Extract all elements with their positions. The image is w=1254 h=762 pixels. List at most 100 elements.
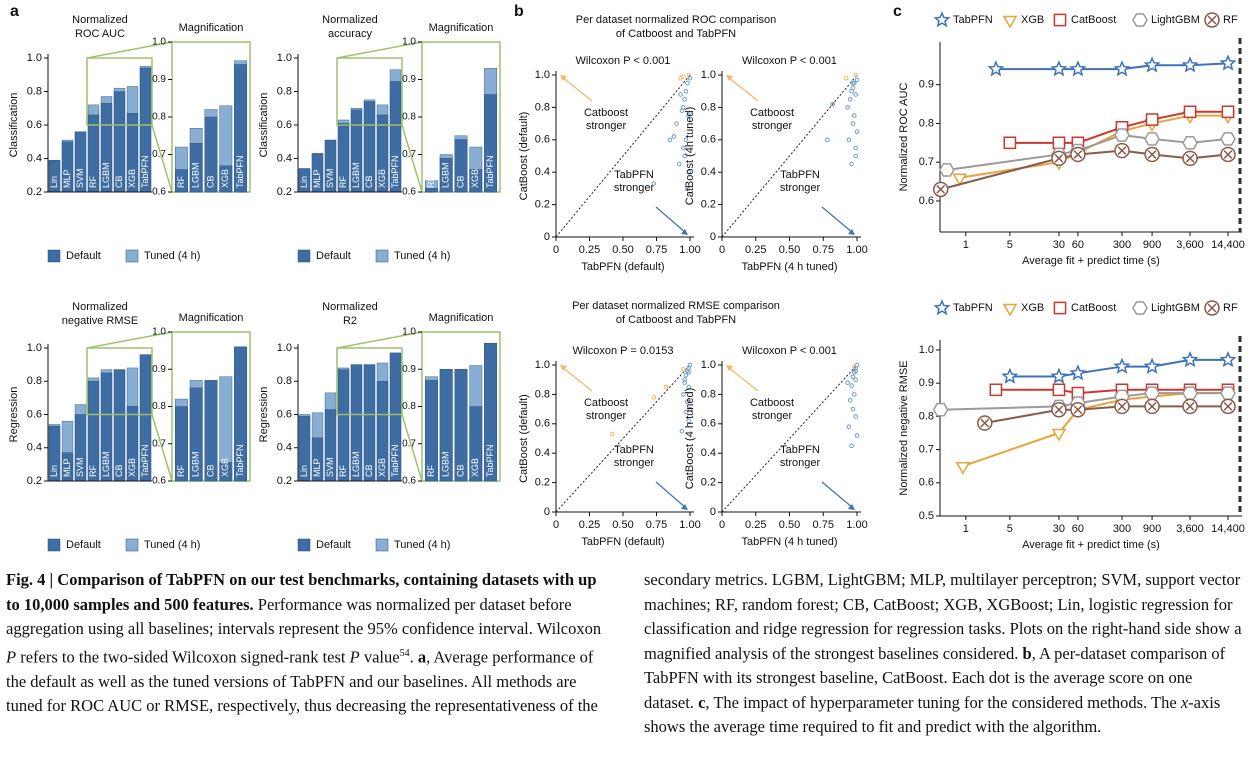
series-marker xyxy=(1221,105,1235,119)
x-tick-label: 0.25 xyxy=(579,519,600,531)
arrow-head xyxy=(560,75,567,81)
y-tick-label: 0.8 xyxy=(701,388,716,400)
y-tick-label: 0.6 xyxy=(277,119,292,131)
category-label: RF xyxy=(88,465,98,477)
y-tick-label: 0.4 xyxy=(701,447,716,459)
y-axis-label: CatBoost (default) xyxy=(518,394,530,483)
region-label: Catboost xyxy=(750,397,794,409)
data-point xyxy=(853,92,858,97)
y-tick-label: 0.7 xyxy=(152,438,166,449)
series-marker xyxy=(1052,136,1066,150)
y-tick-label: 0.8 xyxy=(152,112,166,123)
category-label: XGB xyxy=(220,458,230,477)
bar-default xyxy=(234,346,248,482)
y-tick-label: 0.2 xyxy=(27,475,42,487)
data-point xyxy=(849,443,854,449)
category-label: CB xyxy=(364,464,374,477)
y-tick-label: 0.8 xyxy=(535,101,550,113)
category-label: Lin xyxy=(299,465,309,477)
y-tick-label: 1.0 xyxy=(402,327,416,338)
arrow-head xyxy=(848,229,855,235)
legend-label: CatBoost xyxy=(1071,14,1116,26)
series-marker xyxy=(952,173,968,187)
bar-default xyxy=(469,169,483,193)
panel-letter: b xyxy=(514,3,524,20)
zoom-region xyxy=(336,347,403,416)
x-tick-label: 60 xyxy=(1072,523,1084,535)
category-label: MLP xyxy=(62,458,72,477)
category-label: TabPFN xyxy=(140,155,150,188)
legend-marker xyxy=(933,299,951,316)
category-label: TabPFN xyxy=(485,444,495,477)
x-tick-label: 3,600 xyxy=(1176,523,1204,535)
data-point xyxy=(854,129,860,134)
annotation: Wilcoxon P < 0.001 xyxy=(742,55,837,67)
region-label: TabPFN xyxy=(780,444,820,456)
x-tick-label: 900 xyxy=(1143,523,1161,535)
arrow xyxy=(727,366,759,392)
inset-title: Magnification xyxy=(429,312,494,324)
x-tick-label: 1.00 xyxy=(679,519,700,531)
bar-default xyxy=(484,94,498,193)
y-axis-label: Classification xyxy=(8,93,20,158)
data-point xyxy=(681,145,686,151)
bar-default xyxy=(234,64,248,193)
y-tick-label: 1.0 xyxy=(701,69,716,81)
legend-label: Default xyxy=(316,539,351,551)
y-tick-label: 0.9 xyxy=(402,74,416,85)
arrow-head xyxy=(560,365,567,371)
legend-swatch xyxy=(125,538,139,552)
legend-label: XGB xyxy=(1021,302,1044,314)
caption-text: , Average performance of the default as … xyxy=(6,570,1242,715)
series-marker xyxy=(1220,398,1236,415)
bar-default xyxy=(189,143,203,193)
x-axis-label: TabPFN (default) xyxy=(581,261,664,273)
data-point xyxy=(850,121,856,126)
x-axis-label: TabPFN (4 h tuned) xyxy=(742,536,838,548)
category-label: RF xyxy=(88,176,98,188)
y-tick-label: 0.8 xyxy=(701,101,716,113)
caption-text: , The impact of hyperparameter tuning fo… xyxy=(705,692,1181,712)
y-tick-label: 1.0 xyxy=(277,52,292,64)
y-tick-label: 1.0 xyxy=(27,342,42,354)
arrow xyxy=(655,481,687,509)
y-tick-label: 0.8 xyxy=(402,401,416,412)
x-tick-label: 0 xyxy=(553,244,559,256)
data-point xyxy=(686,113,691,118)
x-tick-label: 300 xyxy=(1113,523,1131,535)
arrow xyxy=(655,206,687,234)
legend-label: CatBoost xyxy=(1071,302,1116,314)
y-tick-label: 0.4 xyxy=(27,152,42,164)
y-tick-label: 0.8 xyxy=(919,410,934,422)
series-marker xyxy=(1144,146,1160,163)
section-title: of Catboost and TabPFN xyxy=(616,314,736,326)
category-label: Lin xyxy=(299,176,309,188)
y-tick-label: 0.8 xyxy=(277,375,292,387)
data-point xyxy=(687,75,693,81)
category-label: CB xyxy=(114,175,124,188)
region-label: stronger xyxy=(586,410,627,422)
category-label: SVM xyxy=(75,457,85,477)
data-point xyxy=(847,397,853,403)
legend-label: Default xyxy=(66,539,101,551)
series-marker xyxy=(1220,132,1236,146)
data-point xyxy=(678,92,683,97)
legend-label: TabPFN xyxy=(953,302,993,314)
series-marker xyxy=(1145,113,1159,126)
bar-default xyxy=(337,369,350,482)
bar-default xyxy=(204,116,218,193)
caption-text: b xyxy=(1022,643,1032,663)
diagonal xyxy=(721,364,858,513)
region-label: Catboost xyxy=(750,107,794,119)
data-point xyxy=(682,377,687,383)
y-tick-label: 1.0 xyxy=(402,37,416,48)
series-marker xyxy=(1071,386,1085,400)
y-tick-label: 0.7 xyxy=(402,438,416,449)
series-marker xyxy=(1144,132,1160,146)
section-title: Per dataset normalized ROC comparison xyxy=(576,14,777,26)
legend-marker xyxy=(1053,301,1067,315)
legend-marker xyxy=(933,11,951,28)
y-tick-label: 0.8 xyxy=(277,85,292,97)
data-point xyxy=(854,433,860,438)
data-point xyxy=(686,370,691,375)
